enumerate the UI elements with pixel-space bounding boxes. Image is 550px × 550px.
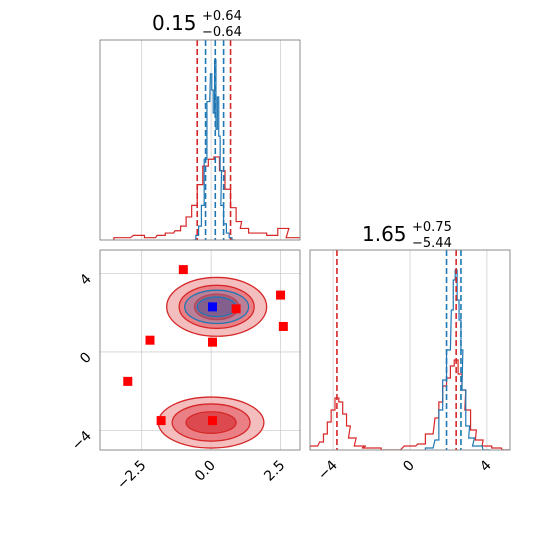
joint-x-tick-label-1: 0.0: [192, 458, 219, 485]
joint-x-tick-label-0: −2.5: [114, 458, 149, 493]
joint-red-marker-5: [208, 416, 217, 426]
joint-red-marker-0: [178, 265, 188, 275]
parameter-1-title-median: 1.65: [362, 222, 407, 246]
marginal-1-x-tick-label-1: 0: [400, 458, 418, 476]
joint-y-tick-label-1: 0: [77, 349, 95, 367]
joint-red-marker-2: [123, 376, 133, 386]
joint-y-tick-label-0: −4: [69, 428, 95, 454]
joint-red-marker-7: [276, 290, 286, 300]
joint-frame: [99, 249, 301, 451]
joint-red-marker-3: [156, 416, 166, 426]
marginal-1-x-tick-label-0: −4: [315, 457, 341, 483]
joint-red-marker-4: [208, 337, 217, 347]
joint-panel: −2.5 0.0 2.5 −4 0 4: [69, 249, 301, 493]
parameter-0-title-minus: −0.64: [202, 25, 242, 40]
marginal-1-frame: [309, 249, 511, 451]
parameter-0-title-plus: +0.64: [202, 9, 242, 24]
parameter-1-title-minus: −5.44: [412, 236, 452, 251]
marginal-1-panel: −4 0 4: [309, 249, 511, 483]
marginal-1-hist-blue: [424, 269, 491, 450]
joint-red-marker-8: [278, 321, 288, 331]
marginal-0-frame: [99, 39, 301, 241]
marginal-1-x-tick-label-2: 4: [477, 457, 495, 475]
marginal-1-hist-red: [310, 359, 510, 450]
parameter-0-title-median: 0.15: [152, 11, 197, 35]
marginal-0-hist-red: [113, 156, 300, 240]
joint-x-tick-label-2: 2.5: [261, 458, 288, 485]
joint-red-marker-1: [145, 335, 155, 345]
joint-red-marker-6: [231, 304, 241, 314]
parameter-1-title-plus: +0.75: [412, 220, 452, 235]
marginal-0-panel: [99, 39, 301, 241]
joint-blue-marker-0: [208, 302, 217, 312]
joint-y-tick-label-2: 4: [77, 271, 95, 289]
marginal-0-hist-blue: [193, 59, 235, 240]
